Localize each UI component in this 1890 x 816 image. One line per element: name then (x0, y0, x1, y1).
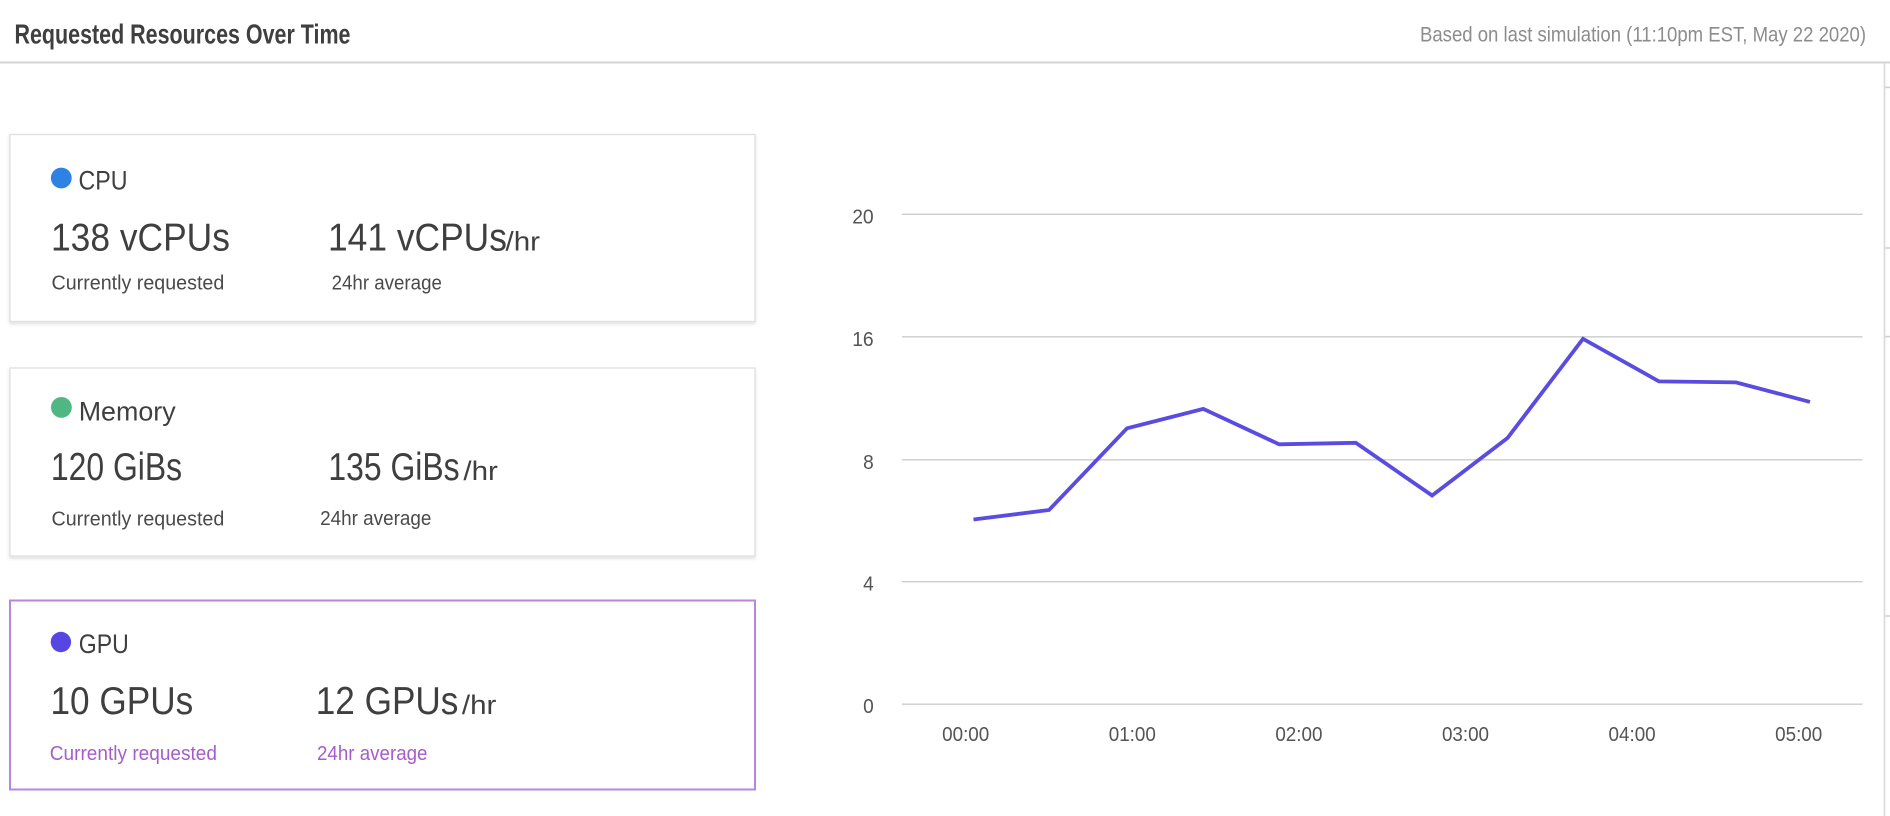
svg-text:135 GiBs: 135 GiBs (328, 446, 459, 489)
svg-text:Memory: Memory (79, 397, 176, 427)
svg-text:8: 8 (863, 452, 874, 474)
svg-text:CPU: CPU (79, 166, 128, 196)
svg-text:03:00: 03:00 (1442, 724, 1489, 746)
svg-text:05:00: 05:00 (1775, 724, 1822, 746)
svg-text:02:00: 02:00 (1275, 724, 1322, 746)
svg-text:24hr average: 24hr average (317, 743, 428, 765)
svg-text:Requested Resources Over Time: Requested Resources Over Time (15, 18, 351, 49)
svg-text:138 vCPUs: 138 vCPUs (51, 217, 230, 260)
svg-text:Currently requested: Currently requested (52, 272, 225, 294)
svg-text:12 GPUs: 12 GPUs (316, 680, 459, 723)
svg-text:120 GiBs: 120 GiBs (51, 446, 182, 489)
svg-text:10 GPUs: 10 GPUs (51, 680, 194, 723)
svg-text:GPU: GPU (79, 629, 129, 659)
svg-text:/hr: /hr (462, 690, 497, 720)
svg-text:Currently requested: Currently requested (50, 743, 217, 765)
svg-text:01:00: 01:00 (1109, 724, 1156, 746)
svg-text:04:00: 04:00 (1609, 724, 1656, 746)
svg-text:Currently requested: Currently requested (52, 509, 225, 531)
svg-text:24hr average: 24hr average (320, 508, 431, 530)
svg-text:16: 16 (852, 329, 874, 351)
svg-text:Based on last simulation (11:1: Based on last simulation (11:10pm EST, M… (1420, 24, 1866, 47)
svg-text:141 vCPUs: 141 vCPUs (328, 217, 507, 260)
svg-text:4: 4 (863, 574, 874, 596)
svg-text:20: 20 (852, 206, 874, 228)
svg-text:/hr: /hr (463, 456, 498, 486)
svg-text:00:00: 00:00 (942, 724, 989, 746)
svg-text:0: 0 (863, 696, 874, 718)
svg-text:/hr: /hr (506, 227, 541, 257)
svg-text:24hr average: 24hr average (332, 272, 442, 294)
